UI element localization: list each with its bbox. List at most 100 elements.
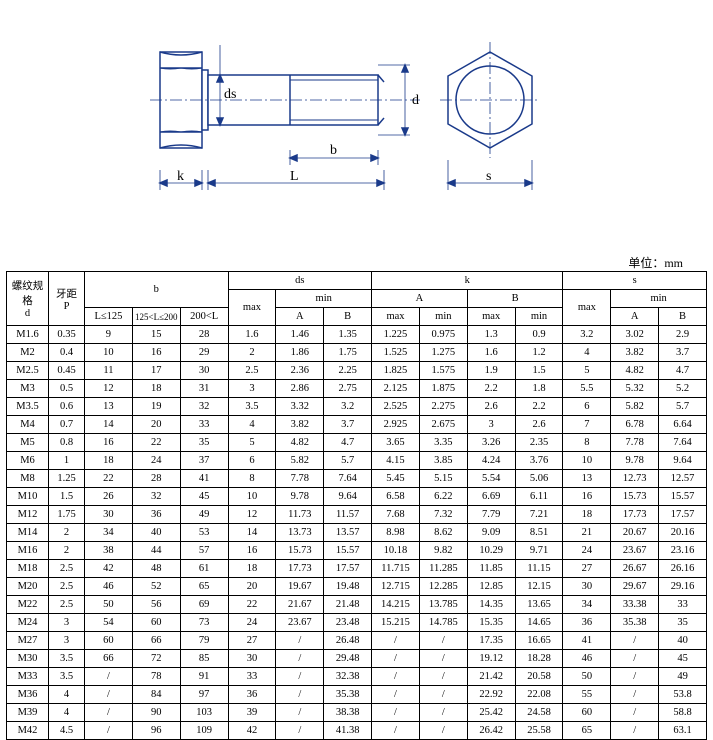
table-cell: 3.82 bbox=[611, 344, 659, 362]
table-cell: 12 bbox=[228, 506, 276, 524]
table-cell: 20.16 bbox=[659, 524, 707, 542]
hdr-k-a: A bbox=[372, 290, 468, 308]
table-cell: 21.67 bbox=[276, 596, 324, 614]
table-cell: M1.6 bbox=[7, 326, 49, 344]
table-cell: M2 bbox=[7, 344, 49, 362]
table-cell: M36 bbox=[7, 686, 49, 704]
table-cell: 14.215 bbox=[372, 596, 420, 614]
table-cell: / bbox=[419, 704, 467, 722]
table-cell: 5 bbox=[228, 434, 276, 452]
table-row: M40.714203343.823.72.9252.67532.676.786.… bbox=[7, 416, 707, 434]
table-cell: 11.715 bbox=[372, 560, 420, 578]
table-cell: 12.15 bbox=[515, 578, 563, 596]
table-cell: 5 bbox=[563, 362, 611, 380]
table-cell: 5.06 bbox=[515, 470, 563, 488]
table-cell: 5.82 bbox=[276, 452, 324, 470]
table-cell: 45 bbox=[659, 650, 707, 668]
table-cell: 1.6 bbox=[467, 344, 515, 362]
table-cell: 19.67 bbox=[276, 578, 324, 596]
table-cell: / bbox=[372, 668, 420, 686]
table-cell: / bbox=[372, 686, 420, 704]
table-cell: 2.275 bbox=[419, 398, 467, 416]
table-cell: 20 bbox=[228, 578, 276, 596]
table-cell: 3 bbox=[228, 380, 276, 398]
table-cell: 7.78 bbox=[611, 434, 659, 452]
table-cell: 30 bbox=[228, 650, 276, 668]
table-cell: M14 bbox=[7, 524, 49, 542]
table-cell: / bbox=[85, 722, 133, 740]
table-row: M424.5/9610942/41.38//26.4225.5865/63.1 bbox=[7, 722, 707, 740]
table-cell: 73 bbox=[180, 614, 228, 632]
table-cell: 19.12 bbox=[467, 650, 515, 668]
table-cell: M30 bbox=[7, 650, 49, 668]
table-cell: M12 bbox=[7, 506, 49, 524]
table-cell: 3 bbox=[467, 416, 515, 434]
hdr-k: k bbox=[372, 272, 563, 290]
table-cell: 11 bbox=[85, 362, 133, 380]
table-cell: 1.86 bbox=[276, 344, 324, 362]
table-cell: 0.9 bbox=[515, 326, 563, 344]
table-cell: 4 bbox=[49, 686, 85, 704]
table-cell: / bbox=[85, 686, 133, 704]
table-cell: 41.38 bbox=[324, 722, 372, 740]
table-cell: 84 bbox=[132, 686, 180, 704]
table-cell: / bbox=[372, 704, 420, 722]
table-cell: 1.6 bbox=[228, 326, 276, 344]
table-cell: 24.58 bbox=[515, 704, 563, 722]
table-cell: 0.8 bbox=[49, 434, 85, 452]
table-cell: 60 bbox=[132, 614, 180, 632]
label-d: d bbox=[412, 93, 419, 108]
table-cell: 3.2 bbox=[324, 398, 372, 416]
table-cell: 17.73 bbox=[276, 560, 324, 578]
table-cell: 3.7 bbox=[324, 416, 372, 434]
table-cell: 54 bbox=[85, 614, 133, 632]
table-cell: 16 bbox=[132, 344, 180, 362]
table-cell: 60 bbox=[563, 704, 611, 722]
table-cell: 36 bbox=[228, 686, 276, 704]
table-cell: 1.225 bbox=[372, 326, 420, 344]
table-cell: 15.35 bbox=[467, 614, 515, 632]
table-cell: 15.57 bbox=[659, 488, 707, 506]
hdr-b1: L≤125 bbox=[85, 308, 133, 326]
table-cell: 91 bbox=[180, 668, 228, 686]
table-cell: 2.5 bbox=[228, 362, 276, 380]
spec-table: 螺纹规格 d 牙距 P b ds k s max min A B max min… bbox=[6, 271, 707, 740]
table-cell: 12.57 bbox=[659, 470, 707, 488]
table-cell: 3 bbox=[49, 614, 85, 632]
table-cell: 5.45 bbox=[372, 470, 420, 488]
table-cell: 63.1 bbox=[659, 722, 707, 740]
table-cell: 45 bbox=[180, 488, 228, 506]
table-cell: M22 bbox=[7, 596, 49, 614]
table-cell: 23.48 bbox=[324, 614, 372, 632]
table-cell: 1.2 bbox=[515, 344, 563, 362]
table-cell: M33 bbox=[7, 668, 49, 686]
table-cell: 14 bbox=[228, 524, 276, 542]
table-cell: 5.7 bbox=[324, 452, 372, 470]
table-cell: 3.32 bbox=[276, 398, 324, 416]
label-k: k bbox=[177, 169, 184, 184]
label-ds: ds bbox=[224, 87, 236, 102]
table-cell: 23.67 bbox=[611, 542, 659, 560]
table-cell: M4 bbox=[7, 416, 49, 434]
table-cell: / bbox=[419, 722, 467, 740]
table-cell: 34 bbox=[85, 524, 133, 542]
table-cell: 3 bbox=[49, 632, 85, 650]
table-cell: 22.08 bbox=[515, 686, 563, 704]
table-cell: 14.785 bbox=[419, 614, 467, 632]
hdr-s: s bbox=[563, 272, 707, 290]
table-cell: 9.71 bbox=[515, 542, 563, 560]
table-row: M121.753036491211.7311.577.687.327.797.2… bbox=[7, 506, 707, 524]
table-cell: 97 bbox=[180, 686, 228, 704]
label-s: s bbox=[486, 169, 491, 184]
table-cell: / bbox=[611, 632, 659, 650]
table-cell: 53 bbox=[180, 524, 228, 542]
table-cell: 46 bbox=[563, 650, 611, 668]
table-cell: / bbox=[419, 650, 467, 668]
hdr-s-b: B bbox=[659, 308, 707, 326]
table-cell: 11.73 bbox=[276, 506, 324, 524]
table-cell: 0.5 bbox=[49, 380, 85, 398]
table-cell: 0.975 bbox=[419, 326, 467, 344]
table-cell: 19 bbox=[132, 398, 180, 416]
table-cell: 25.42 bbox=[467, 704, 515, 722]
table-cell: 2.5 bbox=[49, 560, 85, 578]
